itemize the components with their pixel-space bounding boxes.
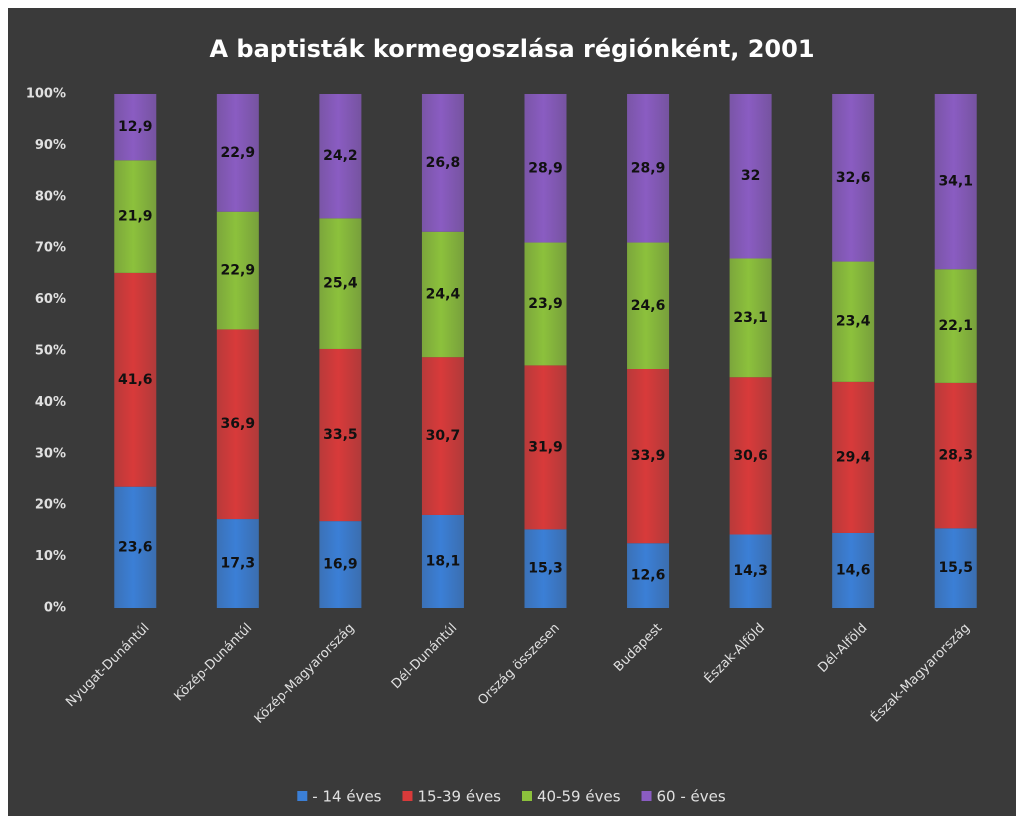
- y-tick-label: 0%: [44, 601, 66, 616]
- bar-segment: [934, 269, 977, 383]
- data-label: 14,6: [836, 562, 871, 578]
- data-label: 33,9: [631, 448, 666, 464]
- data-label: 17,3: [221, 556, 256, 572]
- data-label: 36,9: [221, 416, 256, 432]
- bar-segment: [216, 519, 259, 608]
- bar-segment: [216, 211, 259, 330]
- y-tick-label: 70%: [35, 241, 66, 256]
- bar-segment: [421, 514, 464, 608]
- data-label: 41,6: [118, 372, 153, 388]
- y-tick-label: 100%: [26, 87, 66, 102]
- data-label: 34,1: [938, 174, 973, 190]
- bar-segment: [627, 242, 670, 369]
- legend-label: 40-59 éves: [537, 788, 621, 806]
- y-tick-label: 60%: [35, 292, 66, 307]
- data-label: 15,3: [528, 561, 563, 577]
- bar-segment: [729, 377, 772, 535]
- data-label: 15,5: [938, 560, 973, 576]
- bar-segment: [524, 242, 567, 366]
- bar-segment: [627, 543, 670, 608]
- data-label: 14,3: [733, 563, 768, 579]
- bar-segment: [114, 160, 157, 273]
- y-tick-label: 40%: [35, 395, 66, 410]
- bar-segment: [524, 94, 567, 243]
- chart-title: A baptisták kormegoszlása régiónként, 20…: [209, 35, 814, 63]
- legend-label: 15-39 éves: [417, 788, 501, 806]
- data-label: 28,3: [938, 448, 973, 464]
- bar-segment: [421, 94, 464, 232]
- bar-segment: [524, 529, 567, 608]
- data-label: 22,1: [938, 318, 973, 334]
- data-label: 32: [741, 168, 760, 184]
- y-tick-label: 20%: [35, 498, 66, 513]
- legend-label: 60 - éves: [657, 788, 726, 806]
- data-label: 26,8: [426, 155, 461, 171]
- bar-segment: [421, 357, 464, 515]
- y-tick-label: 50%: [35, 344, 66, 359]
- data-label: 33,5: [323, 427, 358, 443]
- bar-segment: [524, 365, 567, 530]
- data-label: 23,1: [733, 310, 768, 326]
- data-label: 23,4: [836, 314, 871, 330]
- y-tick-label: 30%: [35, 446, 66, 461]
- bar-segment: [627, 368, 670, 544]
- bar-segment: [832, 532, 875, 608]
- bar-segment: [216, 329, 259, 520]
- data-label: 21,9: [118, 209, 153, 225]
- bar-segment: [319, 348, 362, 522]
- legend-swatch: [402, 791, 413, 801]
- legend-swatch: [641, 791, 652, 801]
- bar-segment: [114, 94, 157, 161]
- data-label: 24,2: [323, 148, 358, 164]
- bar-segment: [729, 94, 772, 259]
- y-tick-label: 80%: [35, 189, 66, 204]
- data-label: 30,6: [733, 448, 768, 464]
- data-label: 31,9: [528, 439, 563, 455]
- data-label: 25,4: [323, 276, 358, 292]
- bar-segment: [216, 94, 259, 212]
- y-tick-label: 10%: [35, 549, 66, 564]
- data-label: 24,4: [426, 286, 461, 302]
- bar-segment: [934, 382, 977, 529]
- bar-segment: [729, 258, 772, 378]
- bar-segment: [114, 486, 157, 608]
- legend-swatch: [297, 791, 308, 801]
- data-label: 18,1: [426, 553, 461, 569]
- data-label: 16,9: [323, 557, 358, 573]
- data-label: 28,9: [528, 160, 563, 176]
- bar-segment: [832, 381, 875, 533]
- data-label: 32,6: [836, 170, 871, 186]
- bar-segment: [114, 272, 157, 487]
- data-label: 24,6: [631, 298, 666, 314]
- bar-segment: [832, 261, 875, 382]
- data-label: 28,9: [631, 160, 666, 176]
- data-label: 22,9: [221, 263, 256, 279]
- data-label: 30,7: [426, 428, 461, 444]
- data-label: 23,9: [528, 296, 563, 312]
- data-label: 12,6: [631, 568, 666, 584]
- bar-segment: [934, 528, 977, 608]
- data-label: 12,9: [118, 119, 153, 135]
- bar-segment: [729, 534, 772, 608]
- bar-segment: [319, 521, 362, 608]
- data-label: 29,4: [836, 449, 871, 465]
- bar-segment: [934, 94, 977, 270]
- legend-label: - 14 éves: [312, 788, 381, 806]
- data-label: 23,6: [118, 539, 153, 555]
- bar-segment: [832, 94, 875, 262]
- legend-swatch: [522, 791, 532, 801]
- bar-segment: [319, 218, 362, 349]
- bar-segment: [319, 94, 362, 219]
- y-tick-label: 90%: [35, 138, 66, 153]
- bar-segment: [627, 94, 670, 243]
- bar-segment: [421, 231, 464, 358]
- data-label: 22,9: [221, 145, 256, 161]
